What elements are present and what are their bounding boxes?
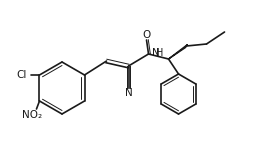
Text: N: N — [152, 47, 159, 58]
Text: NO₂: NO₂ — [22, 110, 43, 120]
Text: H: H — [156, 47, 163, 58]
Text: Cl: Cl — [16, 70, 27, 80]
Text: N: N — [125, 88, 132, 98]
Text: O: O — [142, 30, 151, 40]
Polygon shape — [168, 45, 188, 59]
